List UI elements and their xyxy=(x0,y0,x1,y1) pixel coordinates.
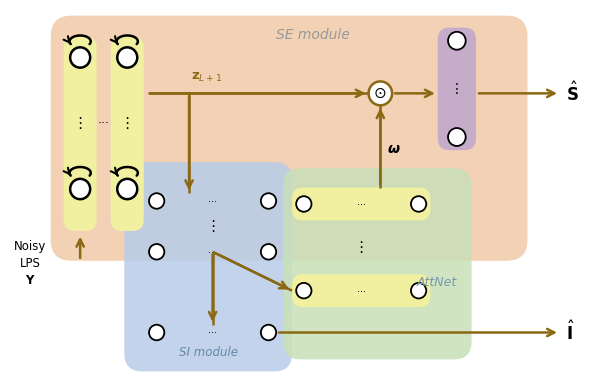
Text: ···: ··· xyxy=(357,200,366,210)
Text: $\hat{\mathbf{S}}$: $\hat{\mathbf{S}}$ xyxy=(566,82,579,105)
Text: SE module: SE module xyxy=(276,28,350,42)
Text: ⋮: ⋮ xyxy=(73,116,88,131)
Circle shape xyxy=(117,179,137,199)
FancyBboxPatch shape xyxy=(111,37,144,231)
Text: ⋮: ⋮ xyxy=(450,82,464,96)
Circle shape xyxy=(261,193,276,209)
Circle shape xyxy=(411,283,426,298)
Circle shape xyxy=(296,196,312,212)
Text: ···: ··· xyxy=(357,287,366,297)
FancyBboxPatch shape xyxy=(438,28,476,150)
Circle shape xyxy=(149,193,165,209)
Circle shape xyxy=(261,244,276,260)
FancyBboxPatch shape xyxy=(292,188,430,220)
Text: $\mathbf{z}_{L+1}$: $\mathbf{z}_{L+1}$ xyxy=(191,71,222,84)
Circle shape xyxy=(448,32,466,50)
Circle shape xyxy=(117,47,137,67)
Text: ⋮: ⋮ xyxy=(205,219,220,234)
Circle shape xyxy=(149,244,165,260)
Text: ···: ··· xyxy=(208,248,217,258)
FancyBboxPatch shape xyxy=(124,162,292,371)
Circle shape xyxy=(149,325,165,340)
Circle shape xyxy=(296,283,312,298)
Text: $\hat{\mathbf{I}}$: $\hat{\mathbf{I}}$ xyxy=(566,321,575,344)
FancyBboxPatch shape xyxy=(283,168,471,360)
FancyBboxPatch shape xyxy=(51,16,527,261)
Text: ⋮: ⋮ xyxy=(120,116,135,131)
Text: $\boldsymbol{\omega}$: $\boldsymbol{\omega}$ xyxy=(388,142,401,156)
Text: ⊙: ⊙ xyxy=(374,86,386,101)
Text: ···: ··· xyxy=(208,197,217,207)
FancyBboxPatch shape xyxy=(292,274,430,307)
Text: ···: ··· xyxy=(208,328,217,339)
Text: SI module: SI module xyxy=(179,346,238,360)
Circle shape xyxy=(261,325,276,340)
Circle shape xyxy=(369,82,392,105)
Circle shape xyxy=(411,196,426,212)
FancyBboxPatch shape xyxy=(64,37,97,231)
Circle shape xyxy=(448,128,466,146)
Text: ···: ··· xyxy=(98,117,110,130)
Text: Noisy
LPS
$\mathbf{Y}$: Noisy LPS $\mathbf{Y}$ xyxy=(14,240,46,287)
Text: AttNet: AttNet xyxy=(417,277,457,289)
Text: ⋮: ⋮ xyxy=(353,240,369,255)
Circle shape xyxy=(70,179,90,199)
Circle shape xyxy=(70,47,90,67)
